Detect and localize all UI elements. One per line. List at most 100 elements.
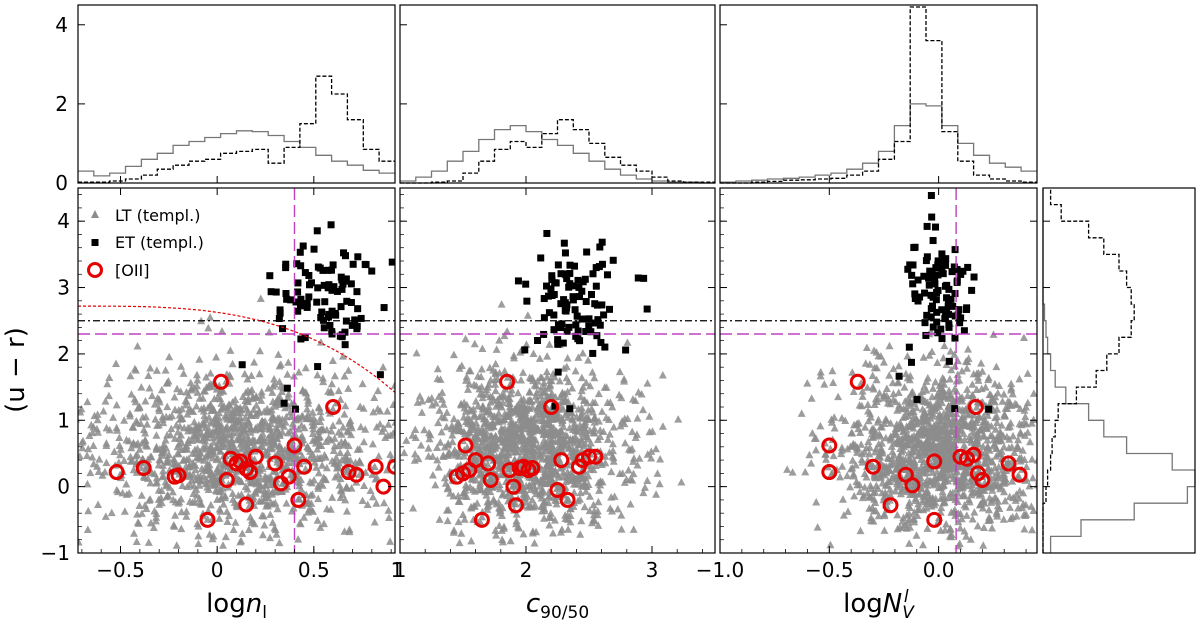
- lt-point: [503, 448, 512, 457]
- lt-point: [455, 538, 464, 547]
- lt-point: [256, 425, 265, 433]
- lt-point: [228, 359, 237, 368]
- lt-point: [1005, 492, 1014, 501]
- lt-point: [788, 468, 797, 476]
- lt-point: [428, 471, 437, 479]
- lt-point: [209, 438, 218, 446]
- lt-point: [537, 487, 546, 496]
- lt-point: [907, 451, 916, 459]
- lt-point: [1026, 437, 1035, 446]
- et-point: [596, 321, 604, 329]
- lt-point: [933, 391, 942, 400]
- lt-point: [146, 452, 155, 460]
- lt-point: [577, 434, 586, 443]
- et-point: [314, 263, 322, 271]
- lt-point: [152, 366, 161, 374]
- lt-point: [1113, 477, 1121, 485]
- lt-point: [935, 471, 944, 479]
- lt-point: [571, 474, 580, 482]
- lt-point: [885, 341, 894, 350]
- lt-point: [225, 371, 234, 379]
- lt-point: [939, 353, 948, 362]
- lt-point: [316, 417, 325, 426]
- plot-area: [78, 188, 395, 553]
- lt-point: [344, 366, 353, 374]
- lt-point: [897, 439, 906, 447]
- oii-point: [367, 458, 384, 475]
- lt-point: [298, 386, 307, 394]
- lt-point: [341, 495, 350, 504]
- lt-point: [440, 473, 449, 482]
- lt-point: [479, 404, 488, 413]
- lt-point: [1038, 422, 1046, 430]
- lt-point: [493, 395, 502, 404]
- lt-point: [448, 430, 457, 439]
- lt-point: [310, 458, 319, 466]
- lt-point: [628, 395, 637, 403]
- et-point: [299, 242, 307, 250]
- lt-point: [511, 499, 520, 508]
- lt-point: [959, 491, 968, 500]
- lt-point: [563, 431, 572, 440]
- lt-point: [858, 493, 867, 502]
- et-point: [560, 296, 568, 304]
- lt-point: [931, 479, 940, 487]
- lt-point: [477, 512, 486, 521]
- lt-point: [235, 434, 244, 442]
- lt-point: [291, 430, 300, 439]
- lt-point: [947, 441, 956, 450]
- lt-point: [897, 435, 906, 443]
- oii-point: [267, 455, 284, 472]
- lt-point: [500, 367, 509, 375]
- lt-point: [920, 397, 929, 405]
- et-point: [643, 305, 651, 313]
- lt-point: [863, 488, 872, 497]
- lt-point: [581, 421, 590, 429]
- lt-point: [533, 396, 542, 404]
- et-point: [294, 288, 302, 296]
- lt-point: [402, 436, 411, 444]
- lt-point: [996, 427, 1005, 436]
- lt-point: [922, 377, 931, 385]
- lt-point: [470, 412, 479, 420]
- lt-point: [590, 418, 599, 426]
- lt-point: [190, 383, 199, 392]
- lt-point: [871, 506, 880, 515]
- lt-point: [347, 423, 356, 432]
- lt-point: [241, 413, 250, 422]
- lt-point: [546, 513, 555, 521]
- lt-point: [961, 405, 970, 413]
- et-point: [596, 243, 604, 251]
- et-point: [321, 298, 329, 306]
- et-point: [953, 278, 961, 286]
- lt-point: [607, 467, 616, 476]
- et-point: [566, 261, 574, 269]
- lt-point: [914, 450, 923, 459]
- lt-point: [945, 375, 954, 383]
- lt-point: [284, 447, 293, 456]
- et-point: [943, 307, 951, 315]
- oii-point: [480, 455, 497, 472]
- lt-point: [315, 441, 324, 449]
- lt-point: [217, 442, 226, 450]
- lt-point: [157, 493, 166, 502]
- lt-point: [523, 311, 532, 319]
- lt-point: [991, 425, 1000, 433]
- lt-point: [459, 488, 468, 497]
- lt-point: [491, 386, 500, 395]
- lt-point: [203, 515, 212, 523]
- lt-point: [439, 400, 448, 408]
- lt-point: [318, 374, 327, 382]
- et-point: [914, 276, 922, 284]
- et-point: [320, 324, 328, 332]
- lt-point: [899, 413, 908, 421]
- et-point: [521, 346, 529, 354]
- lt-point: [299, 513, 308, 521]
- lt-point: [224, 511, 233, 520]
- lt-point: [934, 433, 943, 441]
- et-point: [985, 405, 993, 413]
- lt-point: [449, 414, 458, 423]
- lt-point: [255, 406, 264, 415]
- lt-point: [578, 429, 587, 437]
- lt-point: [1009, 431, 1018, 440]
